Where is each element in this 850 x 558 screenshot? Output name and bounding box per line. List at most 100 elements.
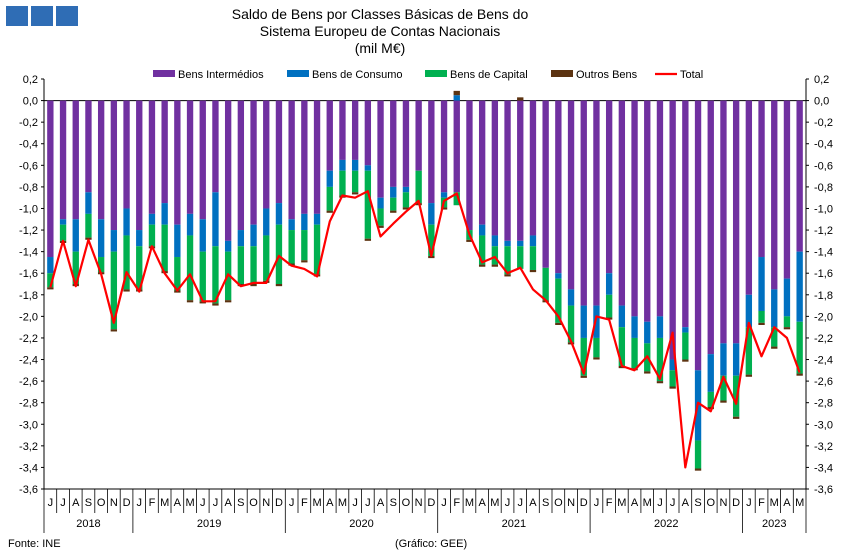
month-label: M [465, 497, 474, 509]
bar-bens-de-consumo [440, 192, 448, 198]
y-tick-label-left: -0,4 [19, 139, 38, 151]
bar-bens-de-capital [237, 246, 245, 284]
bar-bens-de-capital [669, 370, 676, 387]
y-tick-label-left: -1,0 [19, 203, 38, 215]
bar-bens-interm-dios [618, 100, 626, 306]
bar-bens-interm-dios [593, 100, 600, 306]
bar-bens-interm-dios [428, 100, 435, 204]
y-tick-label-left: -0,2 [19, 117, 38, 129]
bar-bens-de-capital [186, 235, 194, 301]
bar-bens-de-consumo [517, 240, 524, 247]
y-tick-label-right: 0,0 [814, 96, 829, 108]
bar-bens-de-consumo [593, 305, 600, 338]
month-label: J [670, 497, 676, 509]
legend-label: Outros Bens [576, 69, 638, 81]
bar-bens-de-consumo [580, 305, 587, 338]
month-label: O [554, 497, 563, 509]
bar-bens-interm-dios [745, 100, 753, 295]
bar-bens-interm-dios [263, 100, 270, 209]
bar-outros-bens [656, 381, 664, 384]
bar-outros-bens [428, 255, 435, 259]
year-label: 2021 [502, 518, 526, 530]
bar-outros-bens [745, 374, 753, 377]
bar-bens-interm-dios [605, 100, 613, 274]
bar-bens-interm-dios [85, 100, 92, 193]
month-label: J [200, 497, 206, 509]
bar-outros-bens [85, 237, 92, 240]
month-label: O [402, 497, 411, 509]
bar-outros-bens [250, 284, 257, 287]
bar-bens-interm-dios [301, 100, 308, 214]
bar-outros-bens [123, 289, 130, 292]
bar-bens-interm-dios [440, 100, 448, 193]
month-label: J [505, 497, 511, 509]
month-label: A [174, 497, 182, 509]
bar-bens-interm-dios [339, 100, 346, 160]
bar-bens-de-capital [72, 251, 79, 284]
bar-bens-de-consumo [47, 257, 54, 274]
month-label: J [352, 497, 358, 509]
bar-bens-interm-dios [136, 100, 143, 231]
bar-bens-de-capital [758, 310, 765, 323]
month-label: N [262, 497, 270, 509]
month-label: A [377, 497, 385, 509]
bar-outros-bens [478, 264, 486, 267]
month-label: N [567, 497, 575, 509]
month-label: M [312, 497, 321, 509]
bar-bens-interm-dios [148, 100, 156, 214]
bar-bens-de-capital [212, 246, 219, 304]
y-tick-label-right: -3,4 [814, 462, 833, 474]
bar-bens-de-consumo [161, 203, 168, 225]
bar-bens-interm-dios [580, 100, 587, 306]
bar-outros-bens [529, 269, 537, 273]
y-tick-label-left: -3,6 [19, 484, 38, 496]
bar-outros-bens [212, 303, 219, 306]
bar-bens-de-capital [783, 316, 791, 328]
bar-bens-de-capital [110, 251, 118, 330]
month-label: F [758, 497, 765, 509]
y-tick-label-left: -1,2 [19, 225, 38, 237]
chart-title: Saldo de Bens por Classes Básicas de Ben… [170, 6, 590, 57]
bar-outros-bens [694, 468, 702, 471]
bar-bens-interm-dios [275, 100, 283, 204]
bar-bens-de-capital [618, 327, 626, 366]
bar-bens-de-capital [161, 224, 168, 272]
bar-bens-de-capital [593, 337, 600, 358]
bar-outros-bens [224, 300, 232, 303]
y-tick-label-right: -3,0 [814, 419, 833, 431]
legend-label: Bens Intermédios [178, 69, 264, 81]
month-label: D [275, 497, 283, 509]
bar-bens-de-capital [631, 337, 638, 369]
bar-bens-de-consumo [720, 343, 727, 376]
bar-bens-de-consumo [567, 289, 575, 306]
bar-outros-bens [669, 386, 676, 389]
bar-bens-de-consumo [275, 203, 283, 225]
bar-bens-de-capital [504, 246, 511, 275]
bar-outros-bens [466, 239, 473, 242]
bar-outros-bens [110, 329, 118, 332]
bar-bens-interm-dios [288, 100, 295, 220]
month-label: S [85, 497, 92, 509]
bar-bens-de-capital [542, 267, 549, 301]
bar-bens-de-consumo [224, 240, 232, 252]
bar-outros-bens [326, 210, 333, 213]
bar-bens-interm-dios [694, 100, 702, 371]
y-tick-label-left: -0,6 [19, 160, 38, 172]
bar-bens-interm-dios [390, 100, 397, 187]
y-tick-label-left: 0,2 [23, 74, 38, 86]
bar-bens-de-consumo [402, 186, 410, 193]
bar-bens-de-capital [453, 192, 460, 206]
y-tick-label-right: -1,0 [814, 203, 833, 215]
bar-bens-de-consumo [97, 219, 105, 258]
bar-bens-de-capital [529, 246, 537, 270]
bar-bens-de-consumo [326, 170, 333, 187]
bar-bens-de-consumo [199, 219, 206, 252]
month-label: M [795, 497, 804, 509]
bar-outros-bens [377, 225, 384, 228]
month-label: N [110, 497, 118, 509]
bar-bens-de-consumo [783, 278, 791, 317]
bar-bens-interm-dios [97, 100, 105, 220]
month-label: J [365, 497, 371, 509]
bar-bens-de-capital [390, 197, 397, 211]
bar-bens-interm-dios [783, 100, 791, 279]
